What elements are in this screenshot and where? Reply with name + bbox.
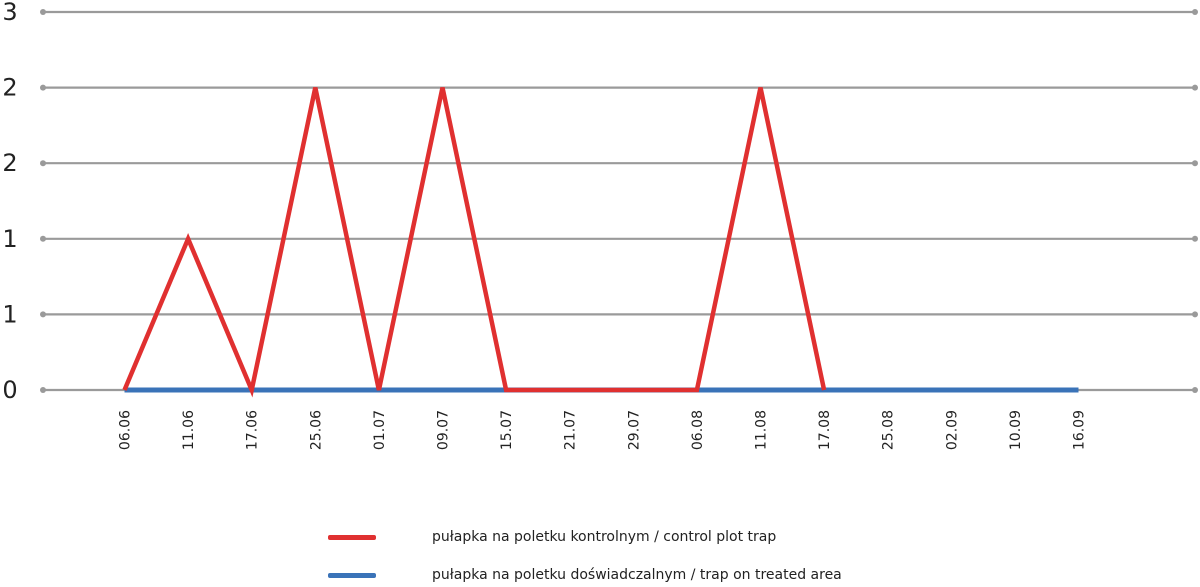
gridline-end-dot bbox=[1192, 9, 1198, 15]
x-tick-label: 25.06 bbox=[308, 410, 324, 450]
x-tick-label: 16.09 bbox=[1072, 410, 1088, 450]
y-tick-label: 2 bbox=[2, 149, 17, 177]
y-tick-label: 0 bbox=[2, 376, 17, 404]
x-tick-label: 17.06 bbox=[245, 410, 261, 450]
legend-item-treated: pułapka na poletku doświadczalnym / trap… bbox=[328, 563, 928, 587]
x-tick-label: 11.08 bbox=[754, 410, 770, 450]
y-tick-label: 3 bbox=[2, 0, 17, 26]
x-tick-label: 02.09 bbox=[944, 410, 960, 450]
y-axis-ticks: 0 1 1 2 2 3 bbox=[2, 0, 17, 404]
gridline-end-dot bbox=[40, 387, 46, 393]
gridline-end-dot bbox=[1192, 387, 1198, 393]
gridline-end-dot bbox=[1192, 311, 1198, 318]
x-tick-label: 11.06 bbox=[181, 410, 197, 450]
legend-swatch-control bbox=[328, 534, 376, 540]
x-tick-label: 17.08 bbox=[817, 410, 833, 450]
series-lines bbox=[122, 87, 1079, 398]
x-tick-label: 25.08 bbox=[881, 410, 897, 450]
x-tick-label: 06.06 bbox=[118, 410, 134, 450]
x-axis-ticks: 06.06 11.06 17.06 25.06 01.07 09.07 15.07 21.07… bbox=[118, 410, 1088, 450]
gridline-end-dot bbox=[1192, 160, 1198, 167]
series-line-control bbox=[122, 87, 827, 398]
legend-label-control: pułapka na poletku kontrolnym / control … bbox=[432, 529, 777, 545]
x-tick-label: 10.09 bbox=[1008, 410, 1024, 450]
x-tick-label: 01.07 bbox=[372, 410, 388, 450]
gridline-end-dot bbox=[40, 235, 46, 242]
legend-swatch-treated bbox=[328, 572, 376, 578]
gridline-end-dot bbox=[40, 84, 46, 91]
y-tick-label: 2 bbox=[2, 74, 17, 102]
gridline-end-dot bbox=[1192, 235, 1198, 242]
gridline-end-dot bbox=[40, 160, 46, 167]
legend-item-control: pułapka na poletku kontrolnym / control … bbox=[328, 525, 928, 549]
x-tick-label: 21.07 bbox=[563, 410, 579, 450]
x-tick-label: 29.07 bbox=[626, 410, 642, 450]
legend-label-treated: pułapka na poletku doświadczalnym / trap… bbox=[432, 567, 842, 583]
gridline-end-dot bbox=[1192, 84, 1198, 91]
gridline-end-dot bbox=[40, 311, 46, 318]
x-tick-label: 15.07 bbox=[499, 410, 515, 450]
x-tick-label: 06.08 bbox=[690, 410, 706, 450]
x-tick-label: 09.07 bbox=[436, 410, 452, 450]
y-tick-label: 1 bbox=[2, 300, 17, 328]
gridline-end-dot bbox=[40, 9, 46, 15]
line-chart: 0 1 1 2 2 3 06.06 11.06 17.06 25.06 01.07 09.07 15.… bbox=[2, 0, 1198, 450]
y-tick-label: 1 bbox=[2, 225, 17, 253]
gridlines bbox=[40, 9, 1198, 393]
